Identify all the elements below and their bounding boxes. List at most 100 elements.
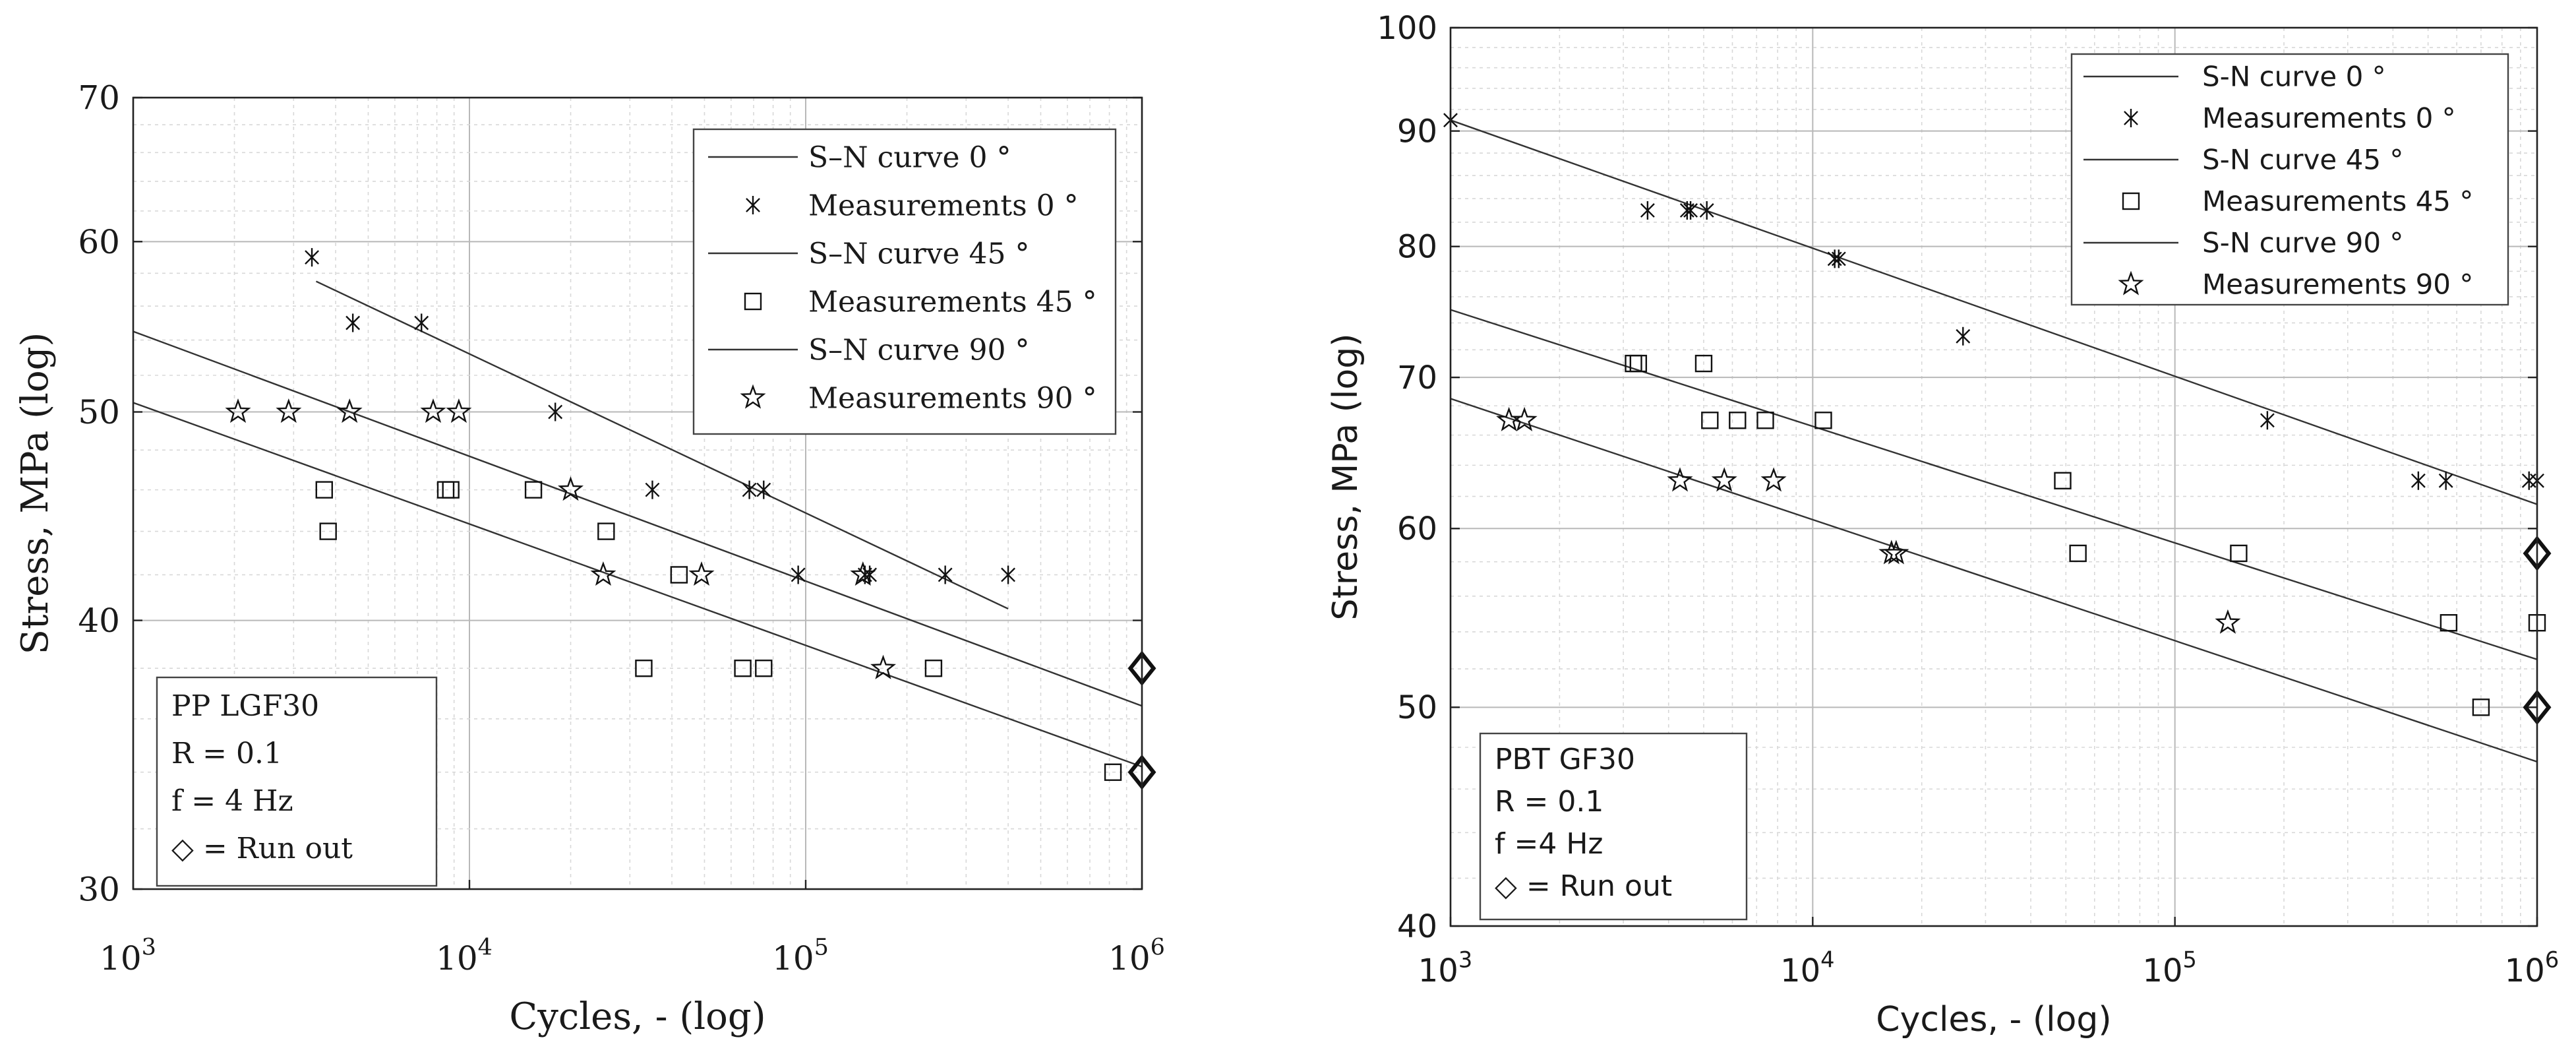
info-box-line: R = 0.1	[1495, 785, 1603, 819]
asterisk-data-point	[305, 248, 319, 267]
info-box: PBT GF30 R = 0.1 f =4 Hz ◇ = Run out	[1479, 732, 1748, 921]
y-axis-label: Stress, MPa (log)	[1326, 334, 1365, 621]
legend-label: Measurements 45 °	[2202, 185, 2473, 218]
legend-entry: S-N curve 90 °	[2083, 227, 2403, 259]
asterisk-data-point	[1956, 326, 1971, 346]
x-tick-base: 10	[436, 939, 478, 978]
legend-label: S-N curve 0 °	[2202, 61, 2386, 93]
series	[133, 248, 1156, 790]
info-box-line: R = 0.1	[171, 737, 282, 770]
legend-entry: S-N curve 45 °	[2083, 144, 2403, 176]
x-tick-exponent: 4	[478, 935, 493, 961]
legend-square-symbol	[744, 292, 762, 311]
y-tick-label: 30	[78, 871, 120, 909]
star-data-point	[1511, 406, 1538, 431]
legend-entry: S-N curve 0 °	[2083, 61, 2386, 93]
asterisk-data-point	[645, 480, 660, 499]
square-data-point	[1629, 354, 1648, 373]
star-data-point	[1711, 467, 1737, 492]
x-tick-base: 10	[1780, 952, 1820, 989]
legend-entry: Measurements 0 °	[2124, 102, 2456, 135]
square-data-point	[670, 566, 688, 584]
x-tick-label: 105	[772, 935, 829, 978]
series	[1443, 111, 2552, 762]
square-data-point	[524, 481, 543, 499]
legend-label: S–N curve 0 °	[808, 140, 1011, 174]
y-tick-label: 40	[1397, 908, 1437, 945]
square-data-point	[1694, 354, 1713, 373]
x-tick-label: 103	[1418, 947, 1472, 989]
star-data-point	[590, 561, 616, 586]
asterisk-data-point	[2411, 471, 2426, 490]
legend-entry: S–N curve 90 °	[708, 333, 1030, 367]
square-data-point	[924, 660, 943, 677]
asterisk-data-point	[1699, 201, 1714, 220]
legend-label: Measurements 90 °	[808, 381, 1097, 415]
x-axis-label: Cycles, - (log)	[1876, 1000, 2111, 1040]
asterisk-data-point	[345, 313, 361, 332]
star-data-point	[688, 561, 715, 586]
legend-label: S-N curve 45 °	[2202, 144, 2403, 176]
asterisk-data-point	[791, 565, 806, 584]
asterisk-data-point	[1640, 201, 1655, 220]
info-box-frame	[156, 676, 438, 887]
x-tick-labels: 103 104 105 106	[1418, 917, 2559, 989]
legend: S-N curve 0 ° Measurements 0 ° S-N curve 4…	[2070, 53, 2509, 306]
star-data-point	[558, 476, 584, 501]
square-data-point	[1814, 412, 1832, 429]
y-tick-label: 80	[1397, 228, 1437, 265]
legend-entry: Measurements 0 °	[746, 189, 1079, 222]
asterisk-data-point	[548, 402, 563, 421]
legend-asterisk-symbol	[746, 196, 760, 214]
y-tick-label: 60	[1397, 511, 1437, 547]
star-data-point	[850, 561, 876, 586]
x-tick-exponent: 5	[814, 935, 829, 961]
asterisk-data-point	[414, 313, 429, 332]
x-tick-base: 10	[100, 939, 142, 978]
square-data-point	[2472, 699, 2490, 716]
square-data-point	[2069, 544, 2087, 563]
x-tick-label: 106	[1108, 935, 1165, 978]
legend-entry: Measurements 45 °	[744, 285, 1097, 319]
legend-label: Measurements 45 °	[808, 285, 1097, 319]
x-tick-base: 10	[2505, 952, 2545, 989]
y-tick-label: 100	[1377, 10, 1437, 47]
x-tick-label: 105	[2142, 947, 2196, 989]
x-tick-base: 10	[772, 939, 814, 978]
square-data-point	[442, 481, 460, 499]
info-box-line: PP LGF30	[171, 689, 319, 723]
asterisk-data-point	[1001, 565, 1015, 584]
legend-entry: Measurements 90 °	[740, 381, 1097, 415]
info-box-line: PBT GF30	[1495, 743, 1635, 776]
y-tick-labels: 40 50 60 70 80 90 100	[1377, 10, 2537, 945]
legend-entry: Measurements 90 °	[2118, 268, 2473, 301]
legend-label: Measurements 90 °	[2202, 268, 2473, 301]
x-tick-label: 103	[100, 935, 156, 978]
x-tick-label: 104	[436, 935, 493, 978]
asterisk-data-point	[756, 480, 771, 499]
asterisk-data-point	[1831, 249, 1846, 268]
asterisk-data-point	[2260, 411, 2275, 430]
y-tick-label: 50	[78, 393, 120, 431]
star-data-point	[1760, 467, 1787, 492]
sn-curve-line	[315, 280, 1009, 610]
sn-curve-line	[1450, 398, 2538, 762]
square-data-point	[2230, 544, 2248, 563]
y-tick-label: 60	[78, 223, 120, 261]
sn-curve-line	[1450, 119, 2538, 505]
x-tick-exponent: 6	[1151, 935, 1165, 961]
star-data-point	[336, 398, 363, 423]
legend-label: S-N curve 90 °	[2202, 227, 2403, 259]
star-data-point	[870, 654, 897, 679]
plot-frame	[132, 96, 1143, 890]
legend-box	[2070, 53, 2509, 306]
square-data-point	[1729, 412, 1747, 429]
star-data-point	[446, 398, 472, 423]
legend-entry: Measurements 45 °	[2122, 185, 2473, 218]
x-tick-base: 10	[1418, 952, 1458, 989]
x-tick-base: 10	[2142, 952, 2182, 989]
asterisk-data-point	[742, 480, 757, 499]
star-data-point	[1667, 467, 1693, 492]
